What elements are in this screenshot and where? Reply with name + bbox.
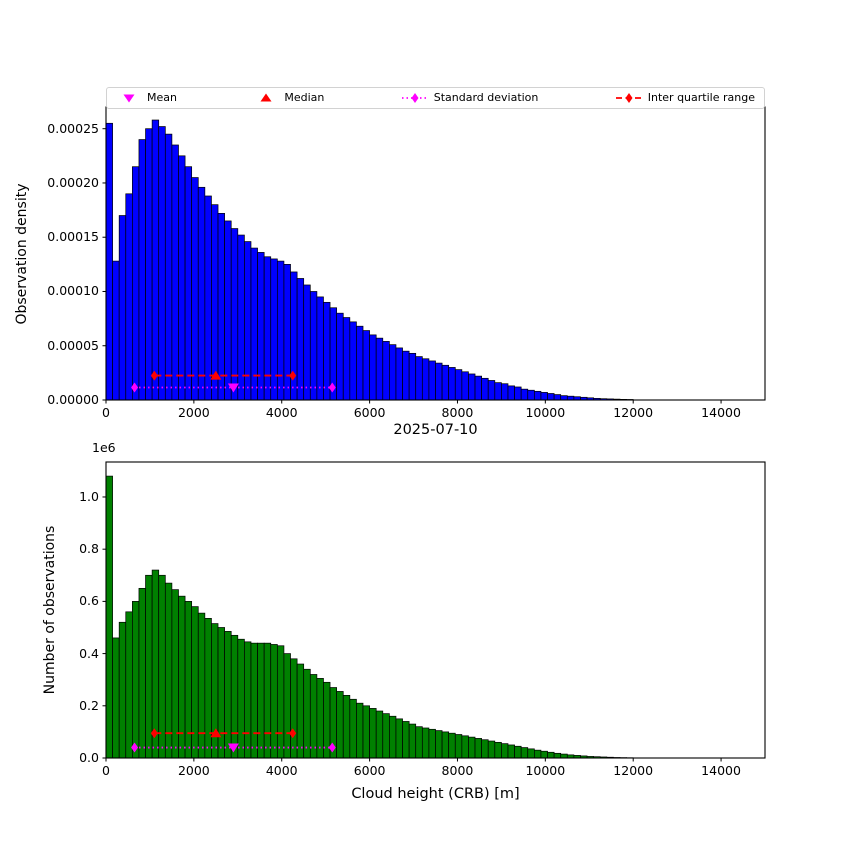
legend-item-median: Median [253,91,324,105]
y-tick-label: 1.0 [79,488,99,504]
x-tick-label: 2000 [177,405,210,420]
y-tick-label: 0.0 [79,750,99,765]
legend: Mean Median Standard deviation Inter qua… [106,87,765,109]
x-tick-label: 0 [102,763,110,778]
y-tick-label: 0.00010 [47,283,99,299]
x-tick-label: 12000 [613,405,654,420]
y-tick-label: 0.6 [79,593,99,609]
y-tick-label: 0.00020 [47,174,99,190]
y-tick-label: 0.00025 [47,120,99,136]
x-tick-label: 10000 [525,405,566,420]
x-tick-label: 14000 [701,405,741,420]
x-tick-label: 4000 [265,763,298,778]
x-tick-label: 14000 [701,763,741,778]
x-tick-label: 2000 [177,763,210,778]
y-axis-offset-text: 1e6 [92,440,116,455]
legend-item-mean: Mean [116,91,177,105]
x-tick-label: 12000 [613,763,654,778]
median-triangle-up-icon [260,93,272,102]
legend-label-iqr: Inter quartile range [647,91,755,104]
x-tick-label: 6000 [353,763,386,778]
legend-label-mean: Mean [147,91,177,104]
legend-label-std: Standard deviation [433,91,539,104]
x-tick-label: 0 [102,405,110,420]
y-tick-label: 0.00005 [47,337,99,353]
iqr-dashed-diamond-icon [615,93,642,103]
chart-title: 2025-07-10 [393,422,478,438]
legend-label-median: Median [284,91,325,104]
y-tick-label: 0.00000 [47,392,99,407]
x-tick-label: 10000 [525,763,566,778]
y-tick-label: 0.00015 [47,229,99,245]
legend-item-iqr: Inter quartile range [615,91,755,105]
x-tick-label: 6000 [353,405,386,420]
std-dotted-diamond-icon [401,93,428,103]
x-axis-label: Cloud height (CRB) [m] [351,786,520,802]
x-tick-label: 8000 [441,763,474,778]
y-tick-label: 0.2 [79,697,99,713]
legend-item-std: Standard deviation [401,91,539,105]
y-tick-label: 0.4 [79,645,99,661]
y-tick-label: 0.8 [79,541,99,557]
x-tick-label: 8000 [441,405,474,420]
mean-triangle-down-icon [123,94,135,103]
x-tick-label: 4000 [265,405,298,420]
